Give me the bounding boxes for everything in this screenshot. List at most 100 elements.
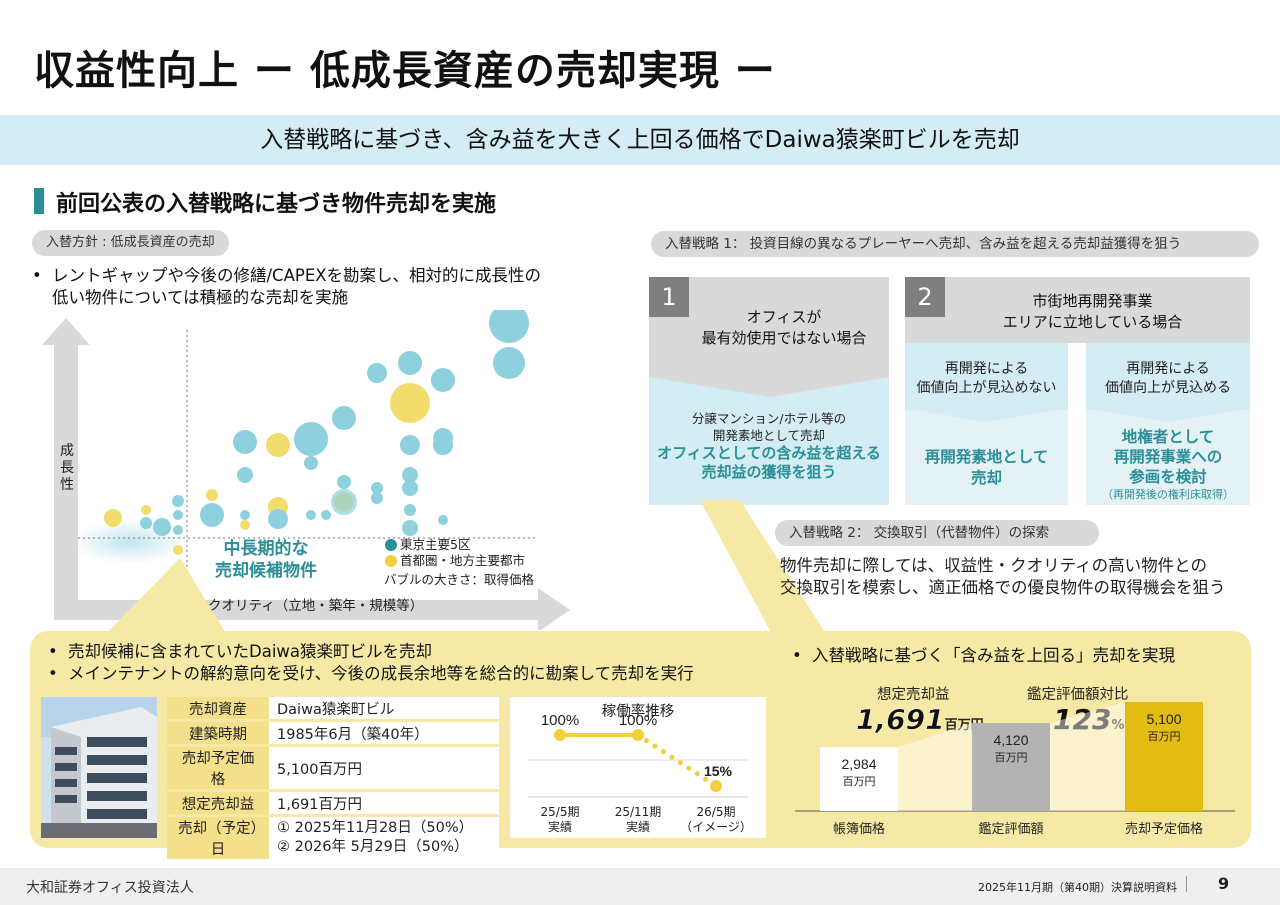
strategy2-text-line2: 交換取引を模索し、適正価格での優良物件の取得機会を狙う [780,578,1226,597]
occ-category-label: 実績 [548,819,572,834]
card-2b-emph-line1: 地権者として [1121,428,1215,446]
table-value: 1985年6月（築40年） [269,722,499,744]
bubble [337,475,351,489]
bubble [404,504,416,516]
value-bar [820,747,898,811]
ratio-value: 123 [1053,703,1112,736]
table-value: Daiwa猿楽町ビル [269,697,499,719]
bubble [268,509,288,529]
strategy2-text-line1: 物件売却に際しては、収益性・クオリティの高い物件との [780,556,1208,575]
card-2a-chevron [905,408,1068,422]
ratio-fade-band [1050,702,1125,811]
bubble [140,517,152,529]
callout-left [100,558,230,640]
bubble [402,520,418,536]
table-label: 売却予定価格 [167,747,269,789]
growth-quality-bubble-chart [42,310,570,630]
card-1-header-line1: オフィスが [746,308,822,326]
value-bar-label: 4,120 [993,732,1028,748]
card-2-header-line2: エリアに立地している場合 [1002,313,1183,331]
bubble [332,406,356,430]
card-2b-note: （再開発後の権利床取得） [1102,488,1234,501]
bubble [371,482,383,494]
sale-date-1: ① 2025年11月28日（50%） [277,820,474,836]
occ-point [632,729,644,741]
policy-bullet-line1: レントギャップや今後の修繕/CAPEXを勘案し、相対的に成長性の [52,266,542,285]
section-heading: 前回公表の入替戦略に基づき物件売却を実施 [34,186,496,218]
card-1-body-text: 分譲マンション/ホテル等の 開発素地として売却 オフィスとしての含み益を超える … [649,410,889,482]
policy-pill: 入替方針 : 低成長資産の売却 [32,230,229,256]
bubble [400,435,420,455]
bubble [240,510,250,520]
strategy2-text: 物件売却に際しては、収益性・クオリティの高い物件との 交換取引を模索し、適正価格… [780,555,1226,599]
card-2a-line2: 価値向上が見込めない [916,380,1057,396]
gain-label: 想定売却益 [877,687,950,703]
bubble [173,545,183,555]
table-row: 売却資産 Daiwa猿楽町ビル [167,697,499,719]
value-category-label: 帳簿価格 [833,821,885,837]
gain-fade-band [898,722,972,811]
candidate-label: 中長期的な 売却候補物件 [206,538,326,582]
ratio-value-box: 123% [1053,703,1124,736]
legend-tokyo: 東京主要5区 [400,537,471,552]
table-row: 売却予定価格 5,100百万円 [167,747,499,789]
table-row: 売却（予定）日 ① 2025年11月28日（50%） ② 2026年 5月29日（5… [167,817,499,859]
bubble [206,489,218,501]
card-2a-emph-line1: 再開発素地として [924,448,1049,466]
y-axis-label: 成長性 [60,443,74,493]
legend-dot-regional [385,555,397,567]
strategy1-pill: 入替戦略 1： 投資目線の異なるプレーヤーへ売却、含み益を超える売却益獲得を狙う [651,231,1259,257]
occ-point [710,780,722,792]
bubble [431,368,455,392]
table-value: ① 2025年11月28日（50%） ② 2026年 5月29日（50%） [269,817,499,859]
card-2a-line1: 再開発による [944,361,1029,377]
ratio-unit: % [1111,718,1125,733]
card-1-emph-line1: オフィスとしての含み益を超える [657,444,881,462]
table-value: 5,100百万円 [269,747,499,789]
bubble [398,351,422,375]
bubble [141,505,151,515]
footer-divider [1186,876,1187,892]
gain-value-box: 1,691百万円 [856,703,984,737]
card-2a-header: 再開発による 価値向上が見込めない [905,360,1068,398]
bubble [371,492,383,504]
occ-category-label: 実績 [626,819,650,834]
occupancy-chart-title: 稼働率推移 [601,704,675,720]
card-2a-lower [905,410,1068,505]
value-bar [1125,702,1203,811]
bubble [173,510,183,520]
bubble [294,422,328,456]
gain-value: 1,691 [856,703,945,737]
card-1-chevron [649,377,889,397]
table-label: 建築時期 [167,722,269,744]
bubble [104,509,122,527]
value-bar-label: 5,100 [1146,711,1181,727]
bubble [233,430,257,454]
card-2-number: 2 [905,277,945,317]
bubble [200,503,224,527]
bubble [266,433,290,457]
value-bar-label: 2,984 [841,756,876,772]
footer [0,868,1280,905]
card-1-body-line1: 分譲マンション/ホテル等の [691,411,847,426]
table-value: 1,691百万円 [269,792,499,814]
table-label: 売却（予定）日 [167,817,269,859]
legend-note: バブルの大きさ：取得価格 [384,572,535,587]
occ-category-label: 25/5期 [541,805,580,819]
table-row: 想定売却益 1,691百万円 [167,792,499,814]
card-2b-emph-line2: 再開発事業への [1113,448,1223,466]
bubble [390,383,430,423]
value-bar [972,722,1050,811]
legend-regional: 首都圏・地方主要都市 [400,553,526,568]
occ-data-label: 15% [704,763,733,779]
bubble [489,310,529,343]
sale-date-2: ② 2026年 5月29日（50%） [277,839,469,855]
headline-banner: 入替戦略に基づき、含み益を大きく上回る価格でDaiwa猿楽町ビルを売却 [0,115,1280,165]
occ-data-label: 100% [541,712,579,729]
card-2a-emph-line2: 売却 [970,469,1002,487]
bubble [367,363,387,383]
value-bar-unit: 百万円 [1148,730,1181,743]
strategy-card-2-header: 2 市街地再開発事業 エリアに立地している場合 [905,277,1250,343]
table-row: 建築時期 1985年6月（築40年） [167,722,499,744]
